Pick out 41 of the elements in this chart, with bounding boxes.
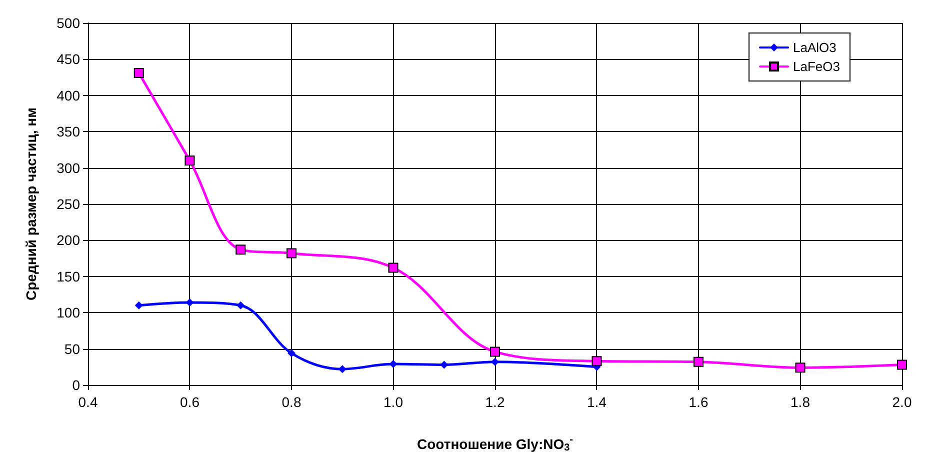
legend-label: LaFeO3 (793, 59, 840, 74)
point (795, 362, 806, 373)
y-tick-label: 200 (56, 232, 80, 248)
point (897, 360, 907, 370)
x-tick-label: 1.0 (384, 394, 404, 410)
point (184, 156, 195, 166)
x-tick-label: 2.0 (892, 394, 912, 410)
point (236, 301, 245, 310)
y-tick-label: 50 (64, 340, 80, 357)
point (286, 248, 296, 258)
point (389, 360, 398, 368)
x-tick-label: 1.4 (587, 394, 607, 410)
y-tick-label: 250 (56, 196, 80, 212)
point (338, 365, 346, 374)
y-axis-title: Средний размер частиц, нм (23, 108, 39, 300)
x-tick-label: 1.8 (790, 394, 810, 410)
point (186, 298, 194, 306)
point (491, 358, 499, 366)
y-tick-label: 350 (56, 124, 80, 140)
y-tick-label: 150 (56, 268, 80, 284)
x-tick-label: 0.8 (282, 394, 302, 410)
x-tick-label: 0.4 (78, 394, 98, 410)
y-tick-label: 500 (56, 15, 80, 31)
point (592, 356, 602, 366)
point (288, 349, 296, 358)
x-tick-label: 1.2 (485, 394, 505, 410)
point (236, 244, 246, 255)
y-tick-label: 100 (56, 304, 80, 321)
point (440, 360, 448, 369)
point (388, 262, 398, 273)
point (694, 356, 704, 367)
point (490, 346, 500, 357)
y-tick-label: 300 (56, 160, 80, 176)
y-tick-label: 400 (56, 87, 80, 104)
x-tick-label: 1.6 (688, 394, 708, 410)
x-tick-label: 0.6 (180, 394, 200, 410)
point (134, 301, 143, 310)
y-tick-label: 0 (72, 377, 80, 393)
legend-label: LaAlO3 (793, 40, 836, 55)
point (134, 68, 144, 78)
y-tick-label: 450 (56, 51, 80, 68)
